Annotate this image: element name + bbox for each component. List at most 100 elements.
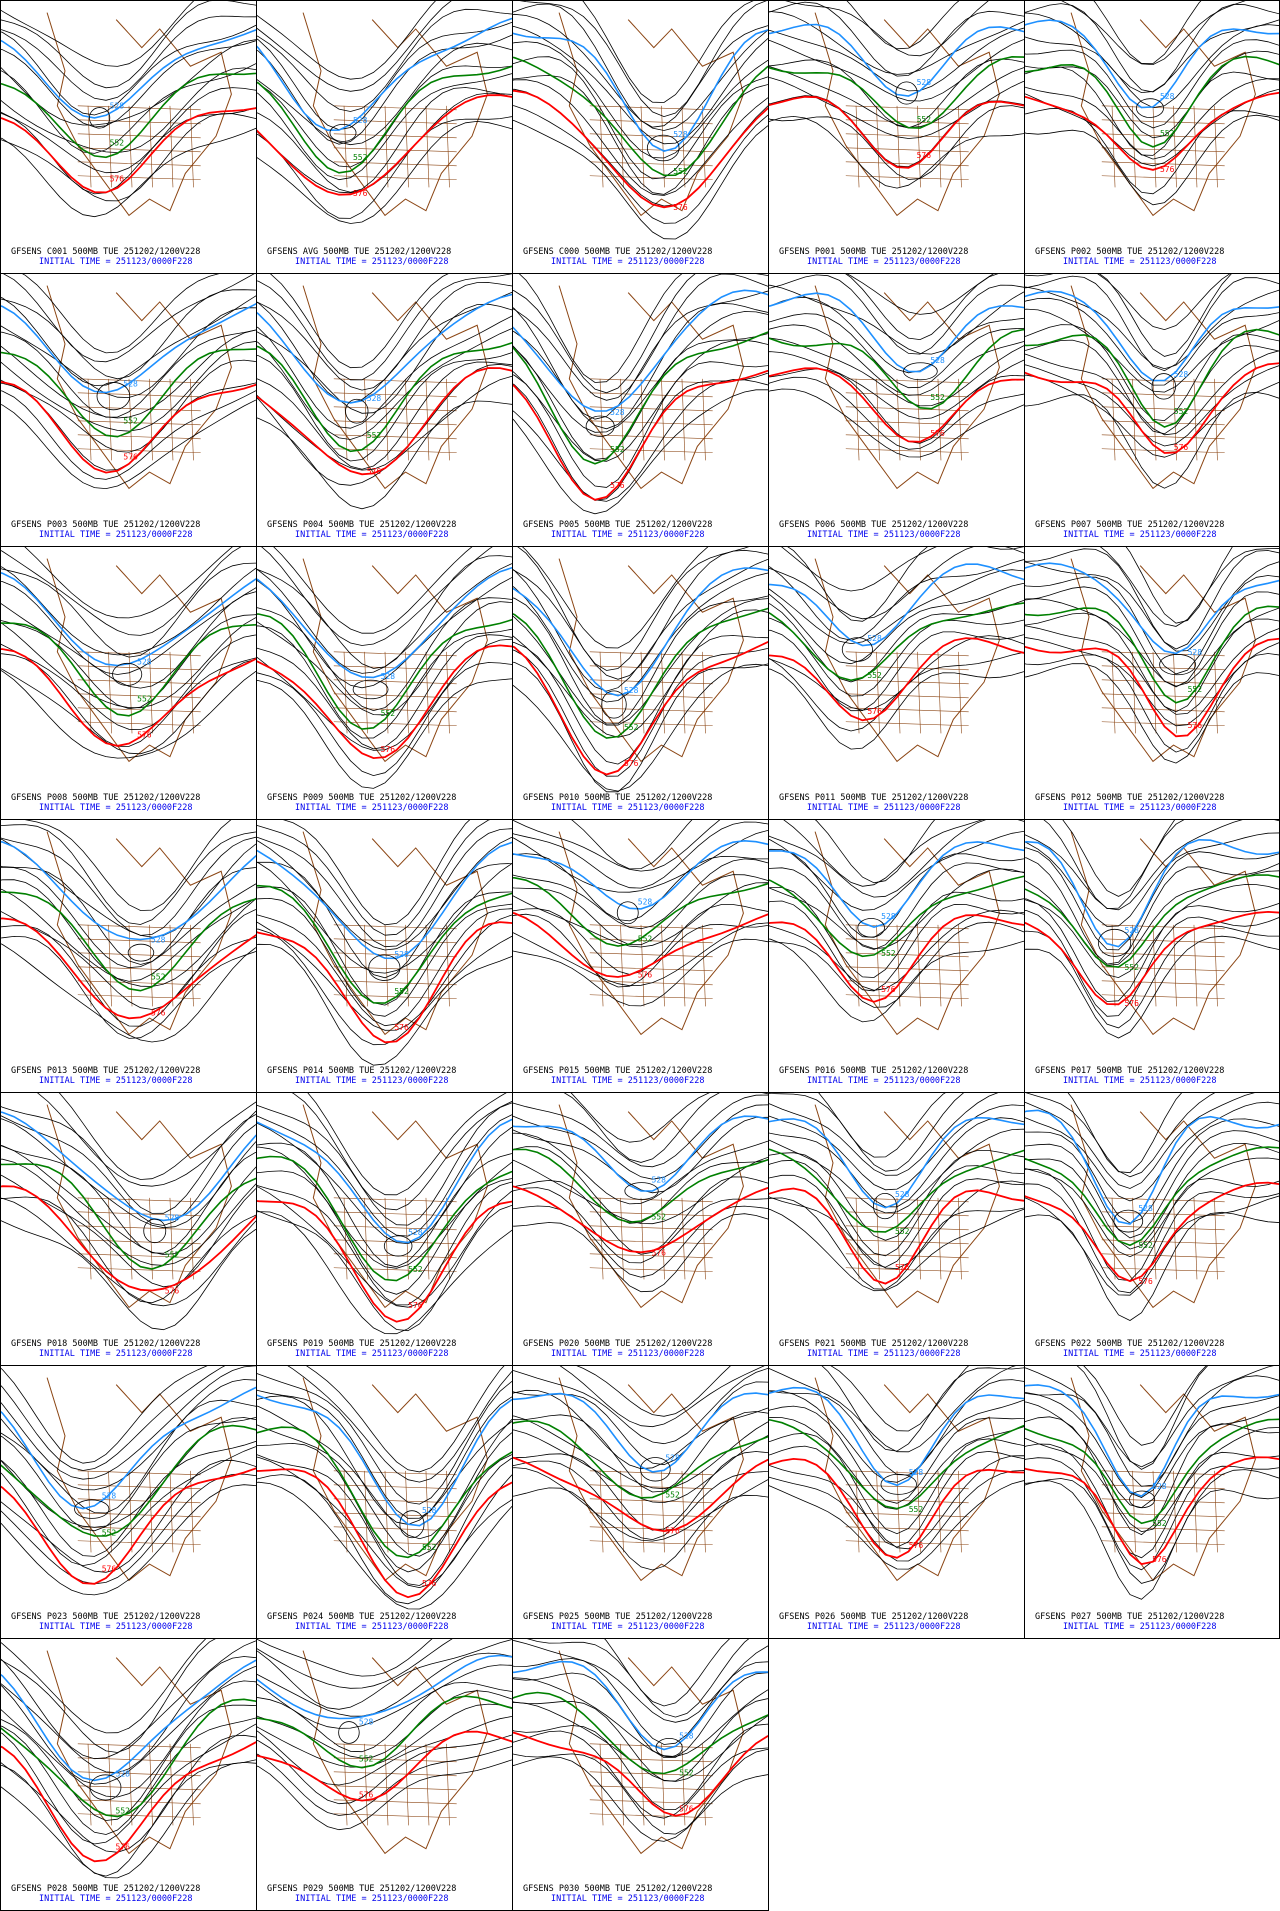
height-contour <box>513 1368 768 1445</box>
panel-caption: GFSENS P021 500MB TUE 251202/1200V228 <box>779 1339 969 1349</box>
contour-label-552: 552 <box>1152 1519 1167 1528</box>
state-boundary <box>855 105 860 188</box>
panel-caption: GFSENS P006 500MB TUE 251202/1200V228 <box>779 520 969 530</box>
state-boundary <box>845 1197 969 1203</box>
state-boundary <box>681 1470 686 1553</box>
closed-low-contour <box>88 107 111 129</box>
contour-552 <box>769 328 1024 410</box>
state-boundary <box>333 1225 457 1231</box>
panel-caption: GFSENS P017 500MB TUE 251202/1200V228 <box>1035 1066 1225 1076</box>
height-contour <box>769 324 1024 396</box>
contour-552 <box>257 1155 512 1282</box>
state-boundary <box>958 378 962 461</box>
state-boundary <box>333 966 457 972</box>
height-contour <box>257 820 491 936</box>
height-contour <box>769 921 1024 1008</box>
state-boundary <box>589 994 713 1000</box>
state-boundary <box>77 1813 201 1819</box>
coastline <box>558 1377 744 1582</box>
height-contour <box>257 1181 512 1306</box>
height-contour <box>257 352 512 462</box>
state-boundary <box>333 651 457 657</box>
height-contour <box>1 107 256 195</box>
closed-low-contour <box>383 1235 413 1257</box>
height-contour <box>769 547 1024 620</box>
state-boundary <box>425 1743 430 1826</box>
height-contour <box>1025 910 1279 1017</box>
height-contour <box>513 821 768 889</box>
contour-528 <box>257 293 512 404</box>
state-boundary <box>1152 1197 1157 1280</box>
state-boundary <box>333 1484 457 1490</box>
height-contour <box>257 1205 512 1332</box>
state-boundary <box>425 924 430 1007</box>
contour-552 <box>769 1148 1024 1233</box>
contour-label-576: 576 <box>381 745 396 754</box>
height-contour <box>1025 374 1279 458</box>
height-contour <box>257 1639 433 1677</box>
contour-label-528: 528 <box>673 130 688 139</box>
contour-576 <box>257 1200 512 1323</box>
contour-576 <box>1025 362 1279 454</box>
contour-576 <box>257 644 512 760</box>
state-boundary <box>1101 707 1225 713</box>
panel-caption: GFSENS P027 500MB TUE 251202/1200V228 <box>1035 1612 1225 1622</box>
state-boundary <box>589 105 713 111</box>
contour-528 <box>769 563 1024 647</box>
state-boundary <box>845 119 969 125</box>
height-contour <box>582 1 754 103</box>
state-boundary <box>77 707 201 713</box>
contour-label-528: 528 <box>665 1454 680 1463</box>
state-boundary <box>333 1757 457 1763</box>
initial-time-caption: INITIAL TIME = 251123/0000F228 <box>1063 803 1217 813</box>
closed-low-contour <box>624 1182 659 1200</box>
height-contour <box>1 1484 256 1596</box>
state-boundary <box>1173 105 1177 188</box>
state-boundary <box>845 938 969 944</box>
state-boundary <box>845 434 969 440</box>
state-boundary <box>333 133 457 139</box>
state-boundary <box>108 1197 112 1280</box>
panel-caption: GFSENS P022 500MB TUE 251202/1200V228 <box>1035 1339 1225 1349</box>
height-contour <box>513 1487 768 1571</box>
contour-552 <box>513 1148 768 1224</box>
height-contour-map: 528 552 576 <box>257 1 512 224</box>
panel-caption: GFSENS P026 500MB TUE 251202/1200V228 <box>779 1612 969 1622</box>
height-contour <box>1 1656 256 1774</box>
contour-label-576: 576 <box>359 1790 374 1799</box>
height-contour <box>1 15 256 101</box>
contour-label-576: 576 <box>1152 1555 1167 1564</box>
height-contour <box>257 1639 512 1710</box>
state-boundary <box>77 434 201 440</box>
state-boundary <box>599 1743 604 1826</box>
coastline <box>814 1377 1000 1582</box>
state-boundary <box>425 1197 430 1280</box>
map-panel: 528 552 576 GFSENS P012 500MB TUE 251202/12… <box>1024 546 1280 820</box>
state-boundary <box>958 651 962 734</box>
height-contour <box>257 678 512 789</box>
contour-576 <box>769 367 1024 443</box>
contour-528 <box>257 17 512 132</box>
contour-552 <box>1 1424 256 1537</box>
height-contour <box>769 1150 1024 1241</box>
state-boundary <box>1101 1253 1225 1259</box>
height-contour <box>24 820 232 911</box>
state-boundary <box>446 924 450 1007</box>
state-boundary <box>333 721 457 727</box>
height-contour <box>1025 1211 1279 1321</box>
height-contour <box>1 1 195 67</box>
height-contour <box>519 1 767 118</box>
height-contour <box>1 547 242 636</box>
map-panel: 528 552 576 GFSENS P001 500MB TUE 251202/12… <box>768 0 1025 274</box>
height-contour <box>257 1186 512 1308</box>
height-contour <box>1 1446 256 1567</box>
height-contour <box>513 379 768 502</box>
height-contour <box>769 668 1024 750</box>
contour-552 <box>1025 874 1279 968</box>
height-contour <box>1 1197 256 1307</box>
coastline <box>46 285 232 490</box>
state-boundary <box>333 938 457 944</box>
state-boundary <box>128 1470 133 1553</box>
height-contour <box>1025 3 1279 93</box>
